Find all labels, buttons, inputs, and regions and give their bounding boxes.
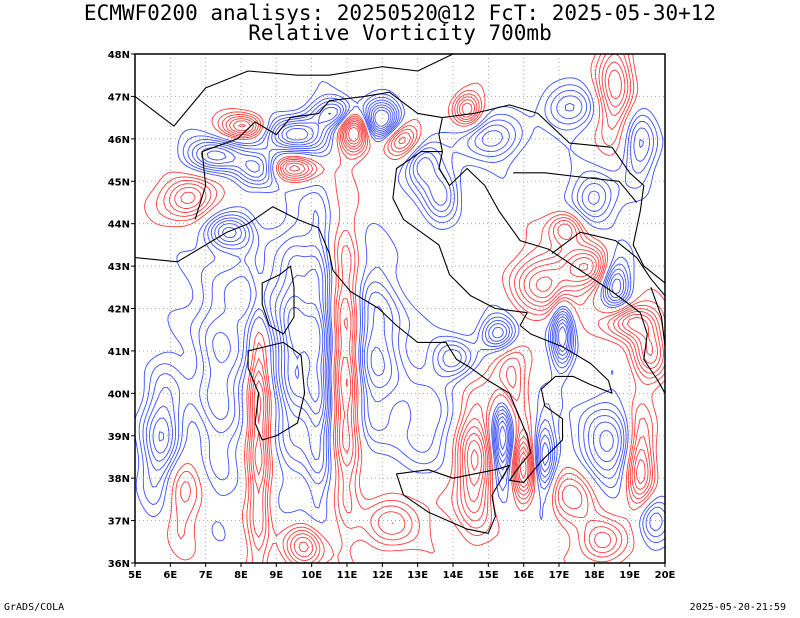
lat-tick-label: 40N <box>108 389 130 400</box>
lon-tick-label: 15E <box>478 570 499 581</box>
positive-vorticity-contour <box>163 54 665 563</box>
lat-tick-label: 44N <box>108 220 130 231</box>
positive-vorticity-contour <box>180 69 659 553</box>
positive-vorticity-contour <box>155 54 665 563</box>
longitude-axis: 5E 6E 7E 8E 9E 10E 11E 12E 13E 14E 15E 16E 17E 18E 19E… <box>128 563 676 581</box>
lat-tick-label: 41N <box>108 347 130 358</box>
coastline-mainland <box>135 151 665 483</box>
coastlines <box>135 54 665 534</box>
lon-tick-label: 18E <box>584 570 605 581</box>
lat-tick-label: 43N <box>108 262 130 273</box>
lat-tick-label: 38N <box>108 474 130 485</box>
lon-tick-label: 8E <box>234 570 248 581</box>
lon-tick-label: 14E <box>443 570 464 581</box>
lon-tick-label: 12E <box>372 570 393 581</box>
border-montenegro <box>551 231 665 297</box>
lat-tick-label: 36N <box>108 559 130 570</box>
positive-vorticity-contour <box>238 124 654 487</box>
border-balkans <box>442 104 665 284</box>
chart-title-line2: Relative Vorticity 700mb <box>248 21 552 45</box>
lat-tick-label: 39N <box>108 432 130 443</box>
lon-tick-label: 5E <box>128 570 142 581</box>
lon-tick-label: 10E <box>301 570 322 581</box>
lon-tick-label: 11E <box>337 570 358 581</box>
border-albania <box>650 287 665 347</box>
render-timestamp: 2025-05-20-21:59 <box>689 602 786 613</box>
lat-tick-label: 42N <box>108 305 130 316</box>
lon-tick-label: 13E <box>407 570 428 581</box>
graticule <box>135 54 665 563</box>
lon-tick-label: 17E <box>549 570 570 581</box>
lon-tick-label: 16E <box>513 570 534 581</box>
latitude-axis: 36N 37N 38N 39N 40N 41N 42N 43N 44N 45N 46N 47N 48N <box>108 50 135 570</box>
negative-vorticity-contour <box>142 89 665 538</box>
lat-tick-label: 46N <box>108 135 130 146</box>
border-alps <box>194 91 443 220</box>
negative-vorticity-contour <box>158 106 569 450</box>
chart-title-line1: ECMWF0200 analisys: 20250520@12 FcT: 202… <box>83 1 717 25</box>
lat-tick-label: 48N <box>108 50 130 61</box>
coastline-sicily <box>395 464 511 534</box>
negative-vorticity-contour <box>145 95 663 531</box>
lon-tick-label: 7E <box>199 570 213 581</box>
coastline-sardinia <box>247 341 306 441</box>
lat-tick-label: 45N <box>108 177 130 188</box>
negative-vorticity-contour <box>138 84 665 543</box>
border-north <box>135 54 454 127</box>
lat-tick-label: 37N <box>108 517 130 528</box>
negative-vorticity-contour <box>135 77 665 551</box>
lon-tick-label: 19E <box>619 570 640 581</box>
lon-tick-label: 6E <box>163 570 177 581</box>
software-credit: GrADS/COLA <box>4 602 65 613</box>
lat-tick-label: 47N <box>108 92 130 103</box>
positive-vorticity-contour <box>348 126 589 479</box>
coastline-corsica <box>261 265 295 335</box>
positive-vorticity-contour <box>144 54 665 563</box>
lon-tick-label: 20E <box>655 570 676 581</box>
positive-vorticity-contour <box>168 54 664 562</box>
border-croatia-bosnia <box>513 172 638 203</box>
lon-tick-label: 9E <box>269 570 283 581</box>
negative-vorticity-contour <box>152 104 622 466</box>
